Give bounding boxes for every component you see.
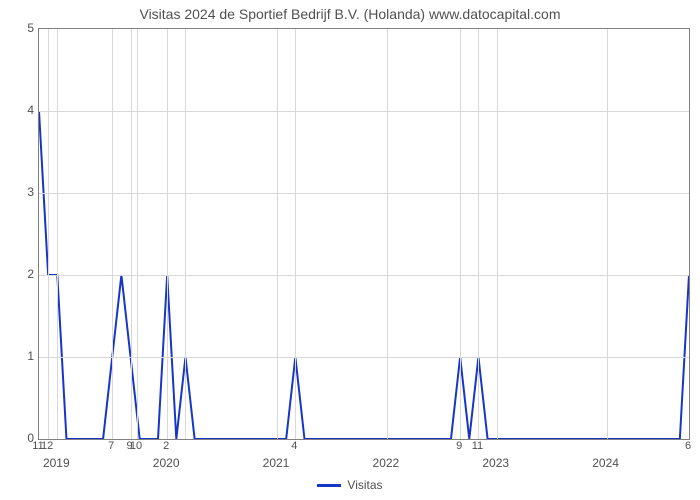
grid-line-v xyxy=(387,29,388,439)
x-tick-label: 11 xyxy=(472,440,483,452)
x-tick-label: 10 xyxy=(130,440,142,452)
x-tick-label: 4 xyxy=(291,440,297,452)
grid-line-v xyxy=(112,29,113,439)
x-year-label: 2021 xyxy=(263,456,290,470)
grid-line-v xyxy=(137,29,138,439)
y-tick-label: 3 xyxy=(18,185,34,199)
x-year-label: 2024 xyxy=(592,456,619,470)
x-tick-label: 12 xyxy=(41,440,53,452)
x-year-label: 2023 xyxy=(482,456,509,470)
grid-line-v xyxy=(131,29,132,439)
chart-title: Visitas 2024 de Sportief Bedrijf B.V. (H… xyxy=(0,6,700,22)
x-tick-label: 7 xyxy=(108,440,114,452)
grid-line-v xyxy=(295,29,296,439)
legend: Visitas xyxy=(0,478,700,492)
grid-line-v xyxy=(57,29,58,439)
chart-container: Visitas 2024 de Sportief Bedrijf B.V. (H… xyxy=(0,0,700,500)
x-tick-label: 6 xyxy=(685,440,691,452)
x-year-label: 2019 xyxy=(43,456,70,470)
legend-label: Visitas xyxy=(347,478,382,492)
legend-swatch xyxy=(317,484,341,487)
grid-line-v xyxy=(497,29,498,439)
grid-line-v xyxy=(460,29,461,439)
x-year-label: 2022 xyxy=(373,456,400,470)
x-tick-label: 9 xyxy=(456,440,462,452)
grid-line-v xyxy=(167,29,168,439)
y-tick-label: 5 xyxy=(18,21,34,35)
y-tick-label: 1 xyxy=(18,349,34,363)
x-tick-label: 2 xyxy=(163,440,169,452)
grid-line-v xyxy=(478,29,479,439)
plot-area xyxy=(38,28,690,440)
grid-line-v xyxy=(48,29,49,439)
y-tick-label: 4 xyxy=(18,103,34,117)
grid-line-v xyxy=(607,29,608,439)
x-year-label: 2020 xyxy=(153,456,180,470)
grid-line-v xyxy=(277,29,278,439)
grid-line-v xyxy=(185,29,186,439)
y-tick-label: 2 xyxy=(18,267,34,281)
